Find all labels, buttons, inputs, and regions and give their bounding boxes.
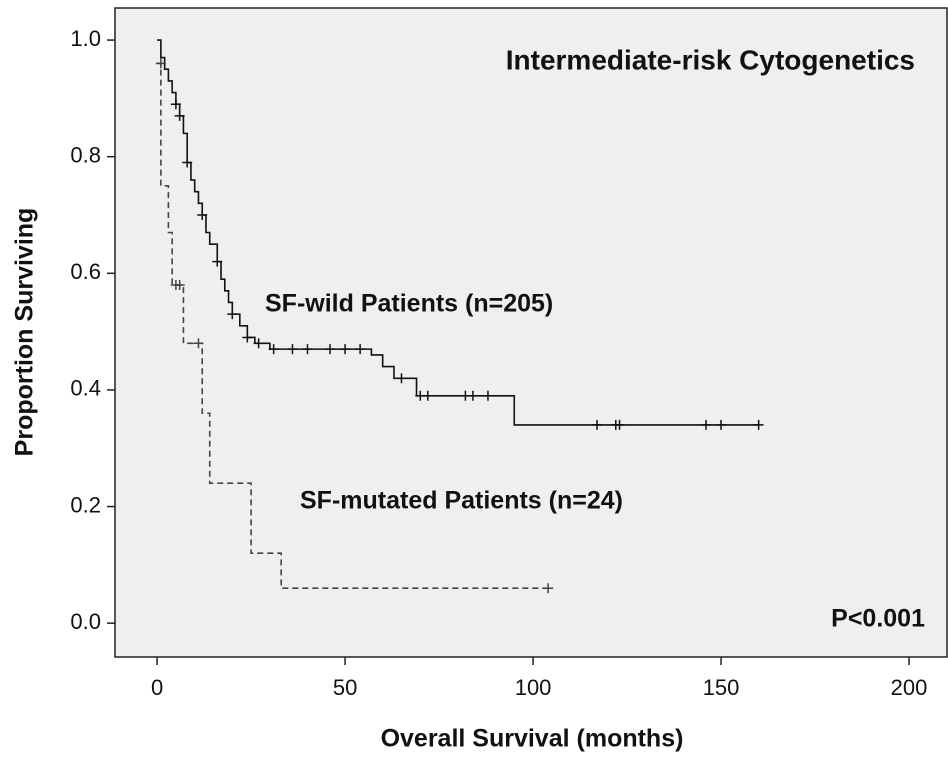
x-tick-label: 100 (515, 675, 552, 700)
censor-mark (325, 344, 336, 355)
plot-area (114, 7, 948, 658)
x-tick-label: 50 (333, 675, 357, 700)
censor-mark (174, 279, 185, 290)
y-tick-label: 0.0 (70, 609, 101, 634)
censor-mark (591, 419, 602, 430)
censor-mark (227, 309, 238, 320)
censor-mark (355, 344, 366, 355)
censor-mark (753, 419, 764, 430)
survival-curve (157, 39, 759, 426)
censor-mark (197, 210, 208, 221)
censor-mark (467, 390, 478, 401)
censor-mark (396, 373, 407, 384)
censor-mark (212, 256, 223, 267)
survival-curve (157, 62, 549, 589)
censor-mark (193, 338, 204, 349)
x-tick-label: 200 (891, 675, 928, 700)
censor-mark (268, 344, 279, 355)
x-tick-label: 0 (151, 675, 163, 700)
censor-mark (422, 390, 433, 401)
censor-mark (701, 419, 712, 430)
censor-mark (287, 344, 298, 355)
p-value: P<0.001 (831, 605, 925, 633)
chart-title: Intermediate-risk Cytogenetics (506, 44, 915, 75)
censor-mark (482, 390, 493, 401)
censor-mark (302, 344, 313, 355)
y-axis-label: Proportion Surviving (11, 208, 39, 457)
censor-mark (170, 99, 181, 110)
censor-mark (340, 344, 351, 355)
y-tick-label: 1.0 (70, 26, 101, 51)
censor-mark (155, 58, 166, 69)
y-tick-label: 0.2 (70, 492, 101, 517)
censor-mark (182, 157, 193, 168)
censor-mark (242, 332, 253, 343)
censor-mark (174, 110, 185, 121)
censor-mark (253, 338, 264, 349)
censor-mark (716, 419, 727, 430)
x-tick-label: 150 (703, 675, 740, 700)
x-axis-label: Overall Survival (months) (381, 725, 684, 753)
censor-mark (543, 583, 554, 594)
series-label: SF-wild Patients (n=205) (265, 290, 553, 318)
y-tick-label: 0.8 (70, 143, 101, 168)
series-label: SF-mutated Patients (n=24) (300, 487, 623, 515)
y-tick-label: 0.4 (70, 376, 101, 401)
y-tick-label: 0.6 (70, 259, 101, 284)
censor-mark (614, 419, 625, 430)
